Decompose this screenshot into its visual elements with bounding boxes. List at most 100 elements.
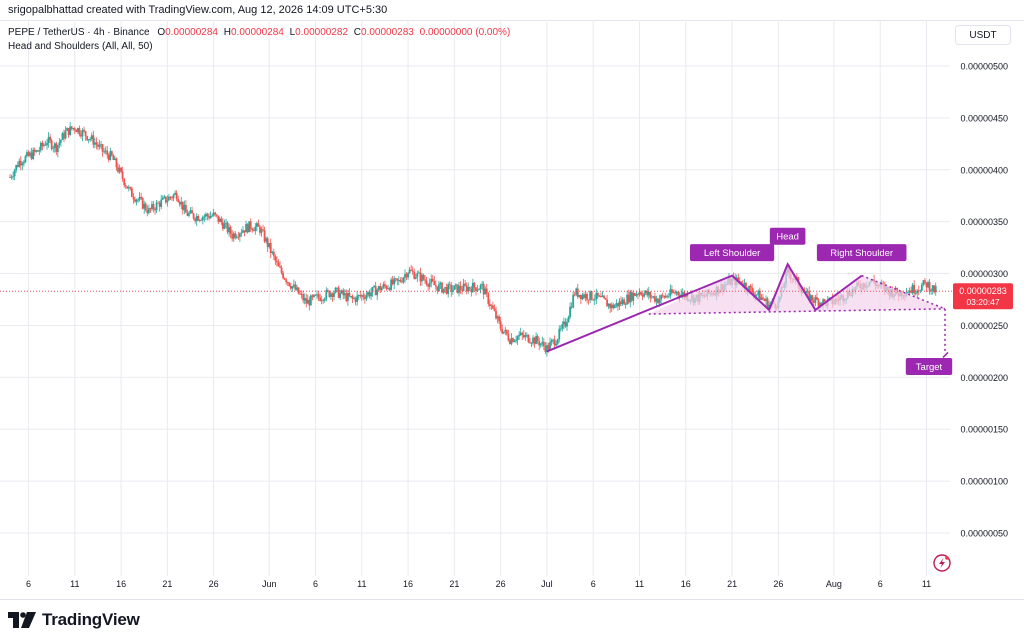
time-tick-label: 6 bbox=[591, 579, 596, 589]
candle-body bbox=[299, 293, 301, 295]
head-label[interactable]: Head bbox=[776, 232, 799, 243]
candle-body bbox=[573, 294, 576, 296]
candle-body bbox=[809, 295, 812, 301]
candle-body bbox=[419, 272, 422, 282]
candle-body bbox=[362, 295, 365, 298]
candle-body bbox=[302, 294, 305, 301]
candle-body bbox=[24, 156, 27, 163]
pattern-line[interactable] bbox=[546, 261, 863, 353]
time-tick-label: 26 bbox=[496, 579, 506, 589]
candle-body bbox=[812, 300, 815, 303]
candle-body bbox=[49, 136, 52, 141]
candle-body bbox=[285, 279, 288, 283]
candle-body bbox=[56, 145, 59, 153]
candle-body bbox=[36, 150, 39, 152]
candle-body bbox=[476, 289, 479, 292]
candle-body bbox=[911, 284, 914, 293]
high-label: H bbox=[223, 27, 231, 38]
candle-body bbox=[933, 285, 936, 293]
candle-body bbox=[450, 284, 453, 292]
candle-body bbox=[67, 128, 70, 136]
head-and-shoulders-overlay: Left Shoulder Head Right Shoulder Target bbox=[546, 227, 953, 375]
candle-body bbox=[297, 287, 300, 294]
symbol-legend[interactable]: PEPE / TetherUS · 4h · Binance O0.000002… bbox=[8, 27, 510, 38]
candle-body bbox=[612, 304, 615, 309]
candle-body bbox=[144, 203, 147, 211]
candle-body bbox=[69, 126, 72, 136]
candle-body bbox=[198, 219, 201, 221]
candle-body bbox=[675, 291, 678, 294]
candle-body bbox=[805, 290, 808, 293]
candle-body bbox=[590, 291, 593, 300]
candle-body bbox=[667, 295, 670, 297]
candle-body bbox=[655, 298, 658, 302]
candle-body bbox=[569, 306, 571, 318]
candle-body bbox=[188, 213, 190, 216]
candle-body bbox=[519, 332, 522, 335]
candle-body bbox=[146, 210, 149, 214]
candle-body bbox=[913, 284, 916, 294]
candle-body bbox=[61, 133, 64, 141]
candle-body bbox=[601, 295, 604, 298]
candle-body bbox=[331, 293, 334, 297]
candle-body bbox=[541, 341, 544, 344]
last-price-badge[interactable] bbox=[953, 283, 1013, 310]
right-shoulder-label[interactable]: Right Shoulder bbox=[830, 248, 893, 259]
candle-body bbox=[411, 270, 414, 272]
candle-body bbox=[424, 279, 426, 281]
candle-body bbox=[377, 286, 380, 290]
candle-body bbox=[765, 298, 767, 302]
candle-body bbox=[121, 171, 124, 179]
candle-body bbox=[53, 143, 56, 148]
candle-body bbox=[240, 232, 243, 234]
candle-body bbox=[615, 302, 618, 306]
left-shoulder-label[interactable]: Left Shoulder bbox=[704, 248, 761, 259]
candle-body bbox=[98, 144, 101, 147]
candle-body bbox=[120, 167, 122, 172]
candle-body bbox=[501, 328, 504, 334]
candle-body bbox=[110, 151, 113, 156]
candle-body bbox=[427, 284, 430, 287]
price-chart[interactable]: Left Shoulder Head Right Shoulder Target 0.… bbox=[0, 0, 1024, 600]
candle-body bbox=[175, 192, 178, 199]
candle-body bbox=[152, 204, 155, 210]
candle-body bbox=[604, 298, 607, 300]
candle-body bbox=[232, 233, 235, 239]
target-label[interactable]: Target bbox=[916, 362, 943, 373]
candle-body bbox=[589, 291, 592, 301]
tradingview-logo[interactable]: TradingView bbox=[8, 608, 140, 632]
lightning-icon[interactable] bbox=[933, 554, 951, 572]
candle-body bbox=[498, 316, 501, 322]
candle-body bbox=[191, 210, 193, 214]
candle-body bbox=[643, 293, 646, 297]
candle-body bbox=[461, 289, 463, 291]
candle-body bbox=[561, 324, 564, 329]
candle-body bbox=[177, 198, 180, 203]
candle-body bbox=[266, 238, 269, 248]
candle-body bbox=[635, 294, 638, 296]
candle-body bbox=[245, 224, 247, 233]
candle-body bbox=[535, 336, 538, 344]
open-label: O bbox=[157, 27, 166, 38]
candle-body bbox=[95, 142, 98, 145]
candle-body bbox=[404, 274, 406, 278]
candle-body bbox=[291, 286, 294, 289]
candle-body bbox=[408, 269, 411, 274]
time-tick-label: 16 bbox=[681, 579, 691, 589]
candle-body bbox=[536, 336, 539, 342]
time-tick-label: Aug bbox=[826, 579, 842, 589]
close-label: C bbox=[353, 27, 362, 38]
currency-button[interactable]: USDT bbox=[955, 25, 1011, 45]
candle-body bbox=[280, 267, 283, 273]
symbol-name[interactable]: PEPE / TetherUS · 4h · Binance bbox=[8, 27, 150, 38]
neckline[interactable] bbox=[648, 308, 946, 315]
indicator-legend[interactable]: Head and Shoulders (All, All, 50) bbox=[8, 41, 153, 52]
candle-body bbox=[252, 230, 255, 232]
candle-body bbox=[663, 295, 666, 298]
time-tick-label: 26 bbox=[773, 579, 783, 589]
open-value: 0.00000284 bbox=[165, 27, 218, 38]
candle-body bbox=[215, 214, 218, 216]
candle-body bbox=[333, 292, 335, 297]
candle-body bbox=[456, 284, 459, 293]
candle-body bbox=[547, 345, 550, 350]
